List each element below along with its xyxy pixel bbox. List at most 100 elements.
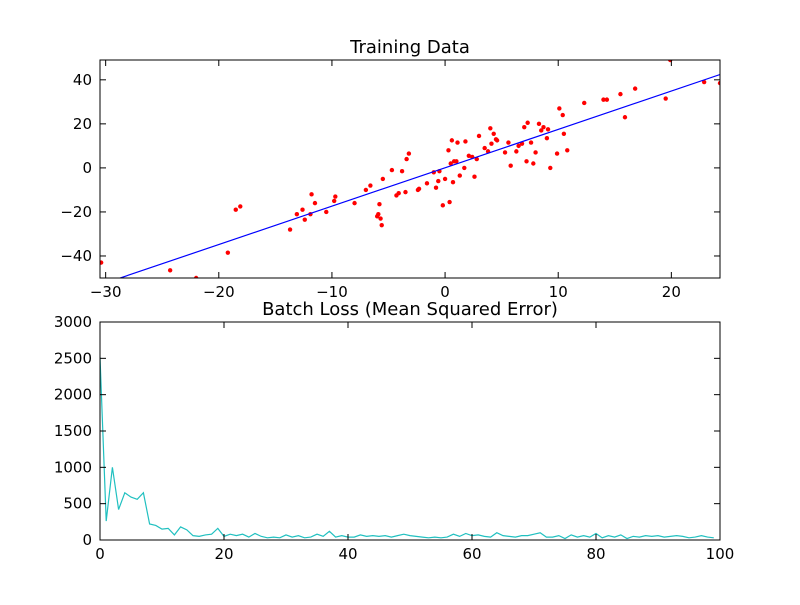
training-data-point	[380, 176, 386, 182]
batch-loss-y-tick-label: 2500	[54, 349, 92, 367]
training-data-point	[541, 124, 546, 130]
training-data-x-tick-label: 10	[549, 283, 568, 301]
training-data-y-tick-label: 40	[73, 71, 92, 89]
training-data-point	[508, 163, 513, 168]
training-data-point	[522, 124, 527, 130]
batch-loss-axes: Batch Loss (Mean Squared Error) 0 20 40 60 8…	[54, 299, 735, 563]
batch-loss-y-tick-label: 3000	[54, 313, 92, 331]
batch-loss-x-tick-label: 60	[462, 545, 481, 563]
training-data-point	[449, 138, 455, 143]
training-data-point	[663, 96, 668, 101]
training-data-plot-area	[100, 60, 720, 278]
training-data-point	[545, 127, 551, 132]
training-data-point	[389, 167, 395, 173]
training-data-point	[406, 151, 412, 156]
training-data-frame	[99, 59, 721, 279]
training-data-point	[514, 149, 519, 154]
training-data-x-tick-label: −30	[90, 283, 122, 301]
training-data-point	[363, 187, 369, 193]
training-data-point	[462, 165, 467, 171]
training-data-point	[238, 204, 243, 209]
training-data-point	[502, 150, 508, 155]
training-data-point	[287, 227, 293, 232]
training-data-point	[378, 216, 383, 221]
batch-loss-y-tick-label: 0	[82, 531, 92, 549]
training-data-point	[454, 159, 459, 164]
training-data-point	[233, 207, 238, 212]
batch-loss-series-line	[100, 356, 714, 540]
training-data-point	[533, 150, 538, 155]
training-data-ticks: −30 −20 −10 0 10 20 −40 −20 0 20 40	[60, 60, 720, 301]
training-data-point	[225, 250, 231, 255]
training-data-point	[488, 126, 493, 131]
training-data-point	[379, 222, 384, 228]
training-data-point	[300, 207, 305, 212]
training-data-point	[333, 194, 338, 199]
training-data-point	[701, 79, 707, 85]
training-data-point	[604, 97, 610, 102]
training-data-point	[536, 121, 542, 127]
training-data-point	[455, 140, 460, 145]
training-data-point	[368, 183, 373, 188]
training-data-y-tick-label: 0	[82, 159, 92, 177]
training-data-point	[463, 139, 468, 144]
training-data-point	[528, 140, 534, 145]
training-data-point	[416, 186, 422, 192]
training-data-y-tick-label: −20	[60, 203, 92, 221]
training-data-point	[472, 174, 477, 179]
training-data-point	[539, 128, 544, 133]
training-data-point	[167, 268, 173, 273]
training-data-point	[312, 200, 318, 206]
training-data-point	[554, 151, 560, 156]
training-data-point	[302, 217, 307, 222]
training-data-point	[447, 199, 452, 205]
training-data-point	[565, 148, 570, 153]
training-data-point	[506, 140, 511, 145]
training-data-point	[193, 275, 199, 278]
training-data-axes: Training Data −30 −20 −10 0 10 20 −40 −20 0 20 40	[60, 37, 721, 301]
training-data-point	[548, 165, 553, 171]
training-data-point	[489, 141, 494, 146]
training-data-point	[436, 178, 441, 184]
batch-loss-y-tick-label: 2000	[54, 386, 92, 404]
training-data-point	[717, 80, 720, 86]
training-data-x-tick-label: 20	[662, 283, 681, 301]
batch-loss-plot-area	[100, 356, 714, 540]
training-data-point	[560, 112, 565, 118]
training-data-title: Training Data	[349, 37, 470, 58]
training-data-point	[601, 97, 606, 102]
training-data-point	[377, 202, 382, 207]
batch-loss-y-tick-label: 1500	[54, 422, 92, 440]
training-data-point	[440, 203, 446, 208]
training-data-point	[544, 135, 550, 141]
training-data-point	[494, 138, 500, 143]
training-data-point	[331, 198, 337, 204]
training-data-point	[403, 189, 408, 195]
training-data-x-tick-label: −10	[316, 283, 348, 301]
training-data-point	[352, 200, 357, 206]
training-data-point	[294, 211, 300, 217]
training-data-point	[396, 191, 401, 196]
batch-loss-x-tick-label: 100	[706, 545, 735, 563]
batch-loss-x-tick-label: 20	[214, 545, 233, 563]
training-data-point	[476, 133, 482, 139]
training-data-point	[433, 185, 439, 190]
training-data-point	[618, 91, 623, 97]
training-data-point	[516, 143, 521, 149]
training-data-point	[466, 153, 472, 158]
training-data-point	[324, 209, 329, 215]
training-data-point	[309, 192, 314, 197]
batch-loss-x-tick-label: 80	[586, 545, 605, 563]
training-data-fit-line	[118, 73, 720, 278]
batch-loss-title: Batch Loss (Mean Squared Error)	[262, 299, 558, 320]
training-data-point	[450, 180, 456, 185]
training-data-point	[482, 145, 487, 151]
training-data-point	[561, 131, 567, 136]
training-data-point	[582, 100, 587, 106]
batch-loss-y-tick-label: 500	[63, 495, 92, 513]
training-data-point	[525, 120, 530, 125]
batch-loss-y-tick-label: 1000	[54, 458, 92, 476]
